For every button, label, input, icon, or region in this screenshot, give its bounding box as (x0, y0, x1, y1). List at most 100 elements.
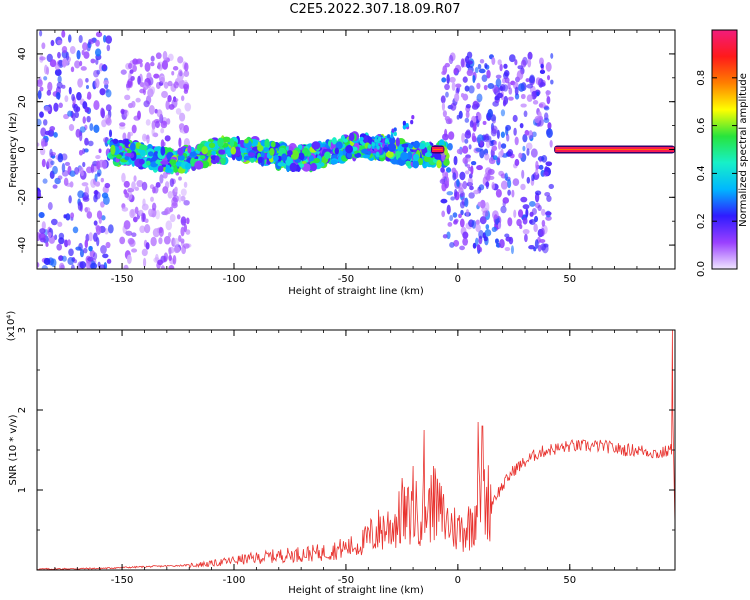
heatmap-blob (200, 155, 206, 160)
heatmap-blob (346, 152, 352, 159)
heatmap-blob (107, 224, 114, 234)
heatmap-blob (138, 158, 145, 165)
heatmap-blob (183, 83, 189, 90)
heatmap-blob (69, 170, 76, 177)
heatmap-blob (313, 157, 321, 164)
heatmap-blob (155, 253, 159, 262)
heatmap-blob (49, 148, 53, 158)
heatmap-blob (472, 100, 479, 108)
heatmap-blob (440, 198, 448, 204)
heatmap-blob (37, 118, 42, 127)
heatmap-blob (464, 130, 472, 139)
heatmap-blob (477, 201, 482, 207)
heatmap-blob (541, 219, 546, 227)
heatmap-blob (502, 84, 509, 92)
heatmap-blob (94, 48, 102, 57)
heatmap-blob (43, 76, 48, 81)
heatmap-blob (514, 136, 519, 146)
heatmap-blob (150, 196, 154, 202)
heatmap-blob (79, 126, 86, 133)
heatmap-blob (436, 159, 442, 169)
heatmap-blob (139, 62, 143, 68)
heatmap-blob (177, 147, 184, 156)
heatmap-blob (145, 160, 151, 166)
heatmap-blob (535, 160, 539, 171)
spectrogram-ticks: -150 -100 -50 0 50 -40 -20 0 20 40 (17, 29, 675, 285)
heatmap-blob (119, 236, 126, 245)
heatmap-blob (412, 153, 420, 162)
heatmap-blob (538, 156, 543, 163)
heatmap-blob (57, 175, 63, 180)
heatmap-blob (159, 174, 164, 184)
heatmap-blob (546, 95, 551, 105)
heatmap-blob (359, 136, 364, 141)
heatmap-blob (545, 89, 550, 98)
heatmap-blob (467, 60, 473, 65)
heatmap-blob (152, 228, 160, 238)
heatmap-blob (479, 199, 486, 209)
heatmap-blob (257, 156, 263, 164)
heatmap-blob (184, 102, 192, 112)
heatmap-blob (491, 181, 495, 190)
heatmap-blob (105, 104, 112, 112)
heatmap-blob (141, 212, 145, 223)
heatmap-blob (147, 151, 154, 157)
heatmap-blob (442, 65, 448, 75)
heatmap-blob (123, 220, 131, 230)
heatmap-blob (137, 75, 141, 85)
heatmap-blob (412, 160, 419, 169)
heatmap-blob (40, 127, 47, 137)
heatmap-blob (184, 62, 189, 72)
heatmap-blob (371, 142, 376, 147)
heatmap-blob (492, 210, 499, 220)
heatmap-blob (144, 224, 151, 234)
heatmap-blob (375, 142, 379, 147)
spectrogram-x-axis-label: Height of straight line (km) (288, 286, 424, 297)
heatmap-blob (98, 159, 106, 168)
heatmap-blob (81, 182, 89, 187)
heatmap-blob (526, 148, 530, 156)
heatmap-blob (477, 63, 482, 70)
heatmap-blob (133, 175, 137, 182)
heatmap-blob (104, 182, 111, 189)
heatmap-blob (76, 50, 81, 60)
heatmap-blob (178, 137, 182, 148)
heatmap-blob (58, 232, 65, 240)
heatmap-blob (451, 167, 457, 174)
heatmap-blob (411, 114, 415, 120)
colorbar-tick-label: 0.6 (696, 118, 707, 134)
heatmap-blob (476, 165, 483, 171)
heatmap-blob (98, 264, 106, 269)
heatmap-blob (517, 209, 524, 218)
heatmap-blob (94, 78, 100, 89)
heatmap-blob (471, 219, 477, 229)
heatmap-blob (485, 133, 489, 138)
heatmap-blob (47, 129, 55, 137)
heatmap-blob (531, 131, 537, 138)
heatmap-blob (466, 51, 473, 59)
heatmap-blob (539, 57, 544, 66)
spectrogram-y-axis-label: Frequency (Hz) (8, 112, 19, 188)
x-tick-label: -100 (223, 274, 246, 285)
heatmap-blob (505, 124, 512, 131)
heatmap-blob (59, 262, 65, 269)
y-tick-label: 40 (17, 48, 28, 61)
heatmap-blob (485, 139, 491, 149)
heatmap-blob (95, 155, 101, 160)
heatmap-blob (162, 120, 167, 126)
heatmap-blob (512, 114, 518, 123)
heatmap-blob (67, 34, 72, 43)
heatmap-blob (132, 216, 138, 223)
heatmap-blob (464, 170, 470, 175)
heatmap-blob (521, 169, 525, 179)
heatmap-blob (508, 236, 514, 245)
heatmap-blob (330, 159, 338, 165)
heatmap-blob (50, 39, 55, 47)
heatmap-blob (449, 76, 456, 83)
heatmap-blob (485, 202, 490, 212)
heatmap-blob (132, 64, 137, 73)
heatmap-blob (150, 236, 157, 247)
heatmap-blob (74, 60, 81, 69)
heatmap-blob (64, 161, 71, 166)
heatmap-blob (102, 253, 109, 259)
